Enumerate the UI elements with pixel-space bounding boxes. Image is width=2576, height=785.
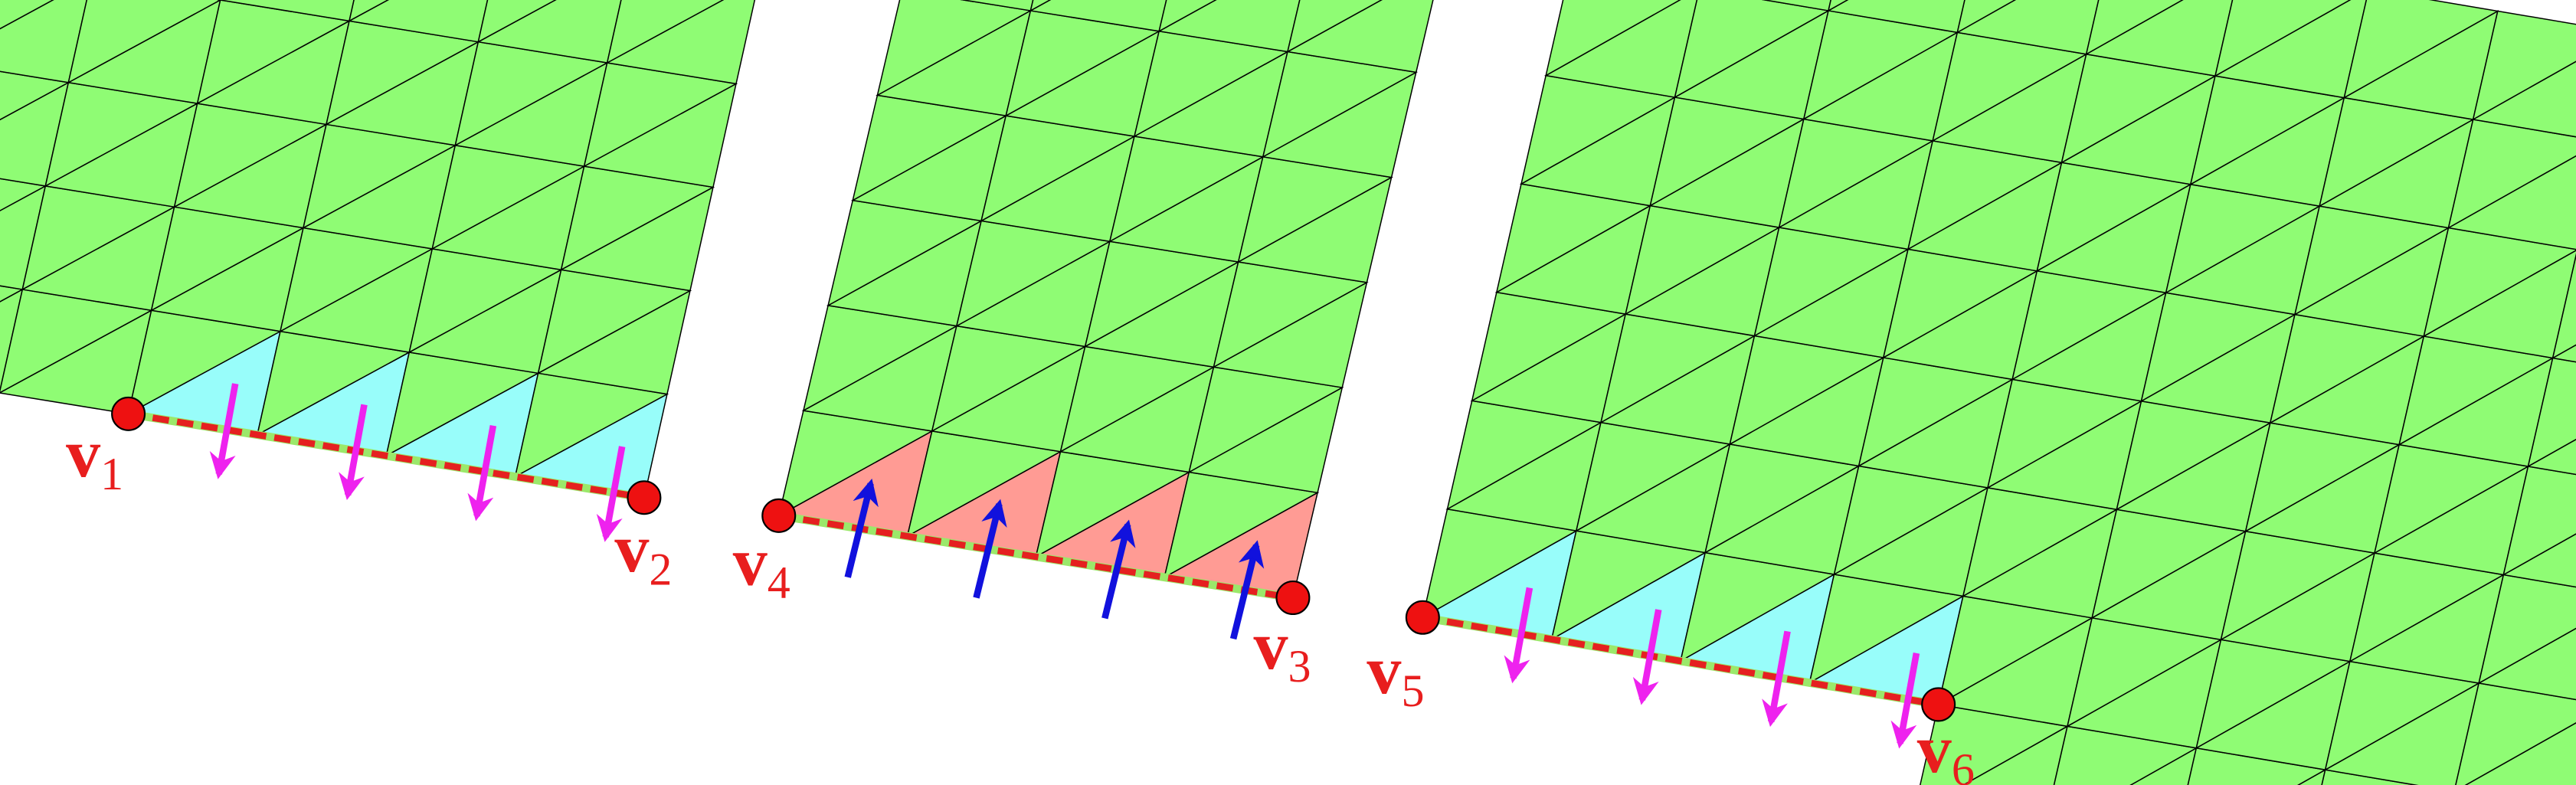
normal-arrow (1229, 540, 1265, 640)
vertex-dot (111, 396, 146, 431)
mesh-triangle (1674, 0, 1831, 99)
vertex-label: v2 (614, 511, 672, 594)
label-index: 2 (649, 543, 672, 594)
boundary-edge-dash (127, 410, 645, 501)
vertex-label: v6 (1917, 711, 1975, 785)
vertex-dot (1921, 687, 1956, 722)
vertex-dot (1275, 581, 1311, 616)
mesh-triangle (1286, 0, 1383, 54)
mesh-triangle (1029, 0, 1052, 12)
mesh-triangle (1826, 0, 1966, 34)
mesh-triangle (0, 285, 25, 303)
mesh-triangle (1956, 0, 2100, 55)
label-index: 6 (1952, 744, 1975, 785)
mesh-triangle (2551, 344, 2576, 363)
mesh-triangle (1956, 0, 2016, 34)
label-index: 3 (1288, 640, 1311, 692)
mesh-triangle (606, 0, 725, 64)
mesh-triangle (2527, 357, 2576, 468)
mesh-triangle (347, 0, 489, 43)
normal-arrow (1890, 653, 1920, 749)
normal-arrow (844, 478, 879, 578)
label-letter: v (614, 511, 650, 587)
label-index: 4 (768, 557, 790, 608)
normal-arrow (1504, 587, 1533, 684)
normal-arrow (1632, 609, 1662, 705)
mesh-triangle (348, 0, 389, 22)
boundary-edge-dash (1422, 614, 1939, 708)
vertex-dot (627, 480, 662, 515)
normal-arrow (467, 424, 497, 522)
normal-arrow (1101, 519, 1136, 620)
normal-arrow (1762, 630, 1791, 728)
label-index: 1 (100, 448, 123, 499)
mesh-triangle (2502, 466, 2576, 577)
mesh-triangle (0, 178, 47, 211)
label-letter: v (1253, 608, 1288, 684)
normal-arrow (339, 404, 368, 501)
label-letter: v (733, 524, 768, 600)
vertex-label: v1 (66, 416, 123, 499)
mesh-triangle (1827, 0, 1849, 12)
vertex-dot (761, 498, 797, 533)
mesh-triangle (2472, 10, 2576, 121)
mesh-triangle (2214, 0, 2352, 77)
label-letter: v (1367, 633, 1402, 708)
normal-arrow (973, 499, 1007, 599)
mesh-triangle (1545, 0, 1681, 77)
mesh-triangle (218, 0, 355, 22)
overlay (111, 383, 1956, 749)
mesh-triangle (2085, 0, 2184, 56)
mesh-triangle (1761, 0, 1831, 11)
boundary-edge-dash (778, 512, 1294, 601)
mesh-triangle (477, 0, 557, 44)
label-letter: v (1917, 711, 1952, 785)
mesh-triangle (2502, 533, 2576, 588)
mesh-triangle (1029, 0, 1167, 32)
mesh-triangle (2526, 438, 2576, 476)
vertex-label: v4 (733, 524, 790, 607)
vertex-label: v5 (1367, 633, 1424, 716)
normal-arrow (596, 446, 626, 542)
label-index: 5 (1401, 665, 1424, 716)
mesh-triangle (0, 0, 54, 30)
mesh-triangle (960, 0, 1034, 11)
mesh-triangle (1158, 0, 1217, 33)
vertex-label: v3 (1253, 608, 1311, 692)
mesh-triangle (1157, 0, 1301, 53)
mesh-triangle (2343, 0, 2500, 100)
vertex-dot (1405, 600, 1440, 635)
mesh-triangle (67, 0, 222, 84)
normal-arrow (209, 383, 239, 479)
mesh-triangle (2551, 253, 2576, 359)
label-letter: v (66, 416, 101, 492)
